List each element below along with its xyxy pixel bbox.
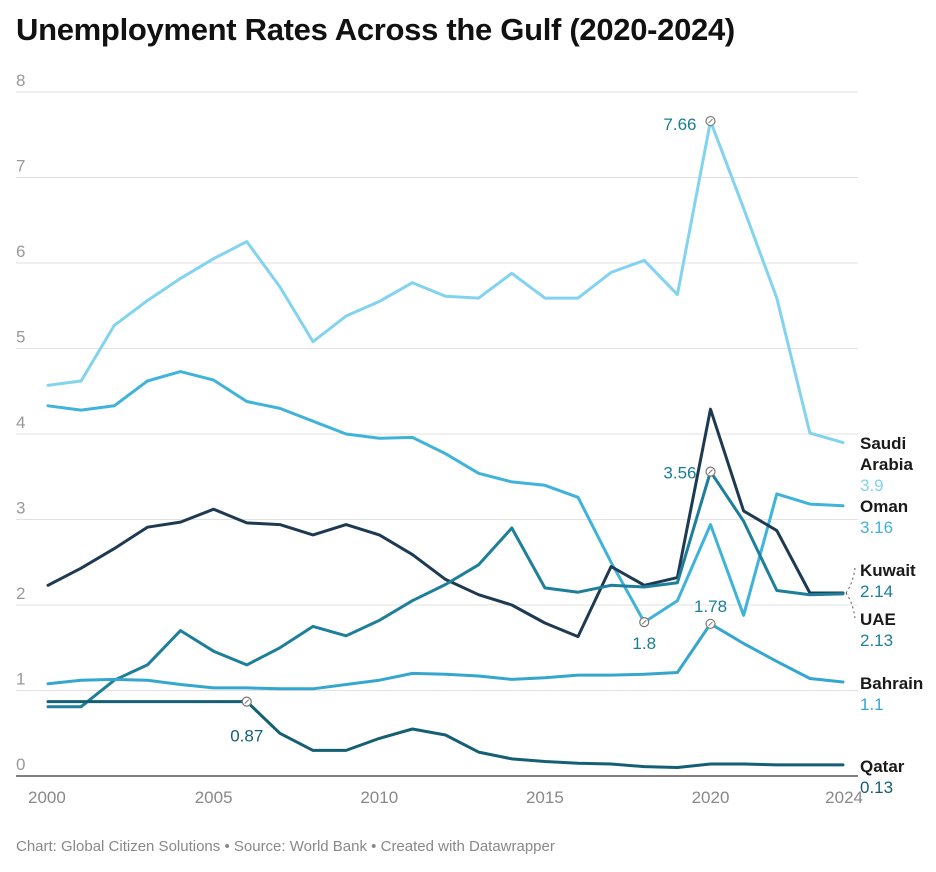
annotation-label: 1.8 (632, 634, 656, 653)
series-end-value: 0.13 (860, 778, 893, 797)
series-name-line: Oman (860, 497, 908, 516)
y-axis-ticks: 0 1 2 3 4 5 6 7 8 (16, 71, 25, 774)
y-tick-label: 7 (16, 157, 25, 176)
y-tick-label: 4 (16, 413, 25, 432)
y-tick-label: 8 (16, 71, 25, 90)
line-chart: 0 1 2 3 4 5 6 7 8 2000 2005 2010 2015 2020 2024 7.66 3… (16, 71, 923, 807)
x-tick-label: 2015 (526, 788, 564, 807)
annotation-marker-mark (708, 118, 713, 124)
y-tick-label: 3 (16, 499, 25, 518)
series-end-labels: Saudi Arabia 3.9 Oman 3.16 Kuwait 2.14 UAE 2.13 B… (845, 434, 923, 797)
annotation-label: 7.66 (663, 115, 696, 134)
uae-label-connector (845, 592, 856, 619)
footer-separator: • (224, 838, 230, 855)
series-name-label: Oman (860, 497, 908, 516)
footer-separator: • (371, 838, 377, 855)
series-end-value: 3.9 (860, 476, 884, 495)
series-line-oman (46, 370, 845, 624)
series-name-label: Bahrain (860, 674, 923, 693)
annotation-label: 0.87 (230, 727, 263, 746)
series-name-line: UAE (860, 610, 896, 629)
chart-title: Unemployment Rates Across the Gulf (2020… (16, 12, 735, 47)
series-name-line: Bahrain (860, 674, 923, 693)
kuwait-label-connector (845, 567, 856, 594)
series-name-line: Arabia (860, 455, 913, 474)
annotation-marker-mark (708, 621, 713, 627)
series-name-label: Saudi Arabia (860, 434, 913, 474)
x-tick-label: 2020 (692, 788, 730, 807)
series-name-line: Kuwait (860, 561, 916, 580)
series-end-value: 3.16 (860, 518, 893, 537)
chart-footer: Chart: Global Citizen Solutions • Source… (16, 838, 555, 855)
chart-credit: Chart: Global Citizen Solutions (16, 838, 221, 855)
x-axis-ticks: 2000 2005 2010 2015 2020 2024 (28, 788, 863, 807)
series-line-saudi-arabia (46, 119, 845, 445)
series-end-value: 2.13 (860, 631, 893, 650)
x-tick-label: 2024 (825, 788, 863, 807)
y-tick-label: 2 (16, 584, 25, 603)
annotation-label: 3.56 (663, 464, 696, 483)
series-lines (46, 119, 845, 769)
annotation-marker-mark (708, 469, 713, 474)
series-end-value: 2.14 (860, 582, 893, 601)
series-name-label: UAE (860, 610, 896, 629)
series-line-uae (46, 470, 845, 709)
gridlines (16, 91, 858, 691)
annotation-marker-mark (641, 619, 647, 625)
y-tick-label: 6 (16, 242, 25, 261)
value-annotations: 7.66 3.56 1.8 1.78 0.87 (230, 115, 727, 746)
x-tick-label: 2005 (195, 788, 233, 807)
chart-tool-credit: Created with Datawrapper (380, 838, 555, 855)
x-tick-label: 2010 (360, 788, 398, 807)
annotation-label: 1.78 (694, 597, 727, 616)
series-line-bahrain (46, 622, 845, 691)
y-tick-label: 1 (16, 670, 25, 689)
series-name-label: Kuwait (860, 561, 916, 580)
series-name-label: Qatar (860, 757, 905, 776)
chart-source: Source: World Bank (233, 838, 367, 855)
series-line-qatar (46, 700, 845, 769)
series-name-line: Qatar (860, 757, 905, 776)
series-end-value: 1.1 (860, 695, 884, 714)
y-tick-label: 0 (16, 755, 25, 774)
y-tick-label: 5 (16, 328, 25, 347)
x-tick-label: 2000 (28, 788, 66, 807)
series-name-line: Saudi (860, 434, 906, 453)
series-line-kuwait (46, 407, 845, 639)
annotation-marker-mark (244, 699, 250, 704)
